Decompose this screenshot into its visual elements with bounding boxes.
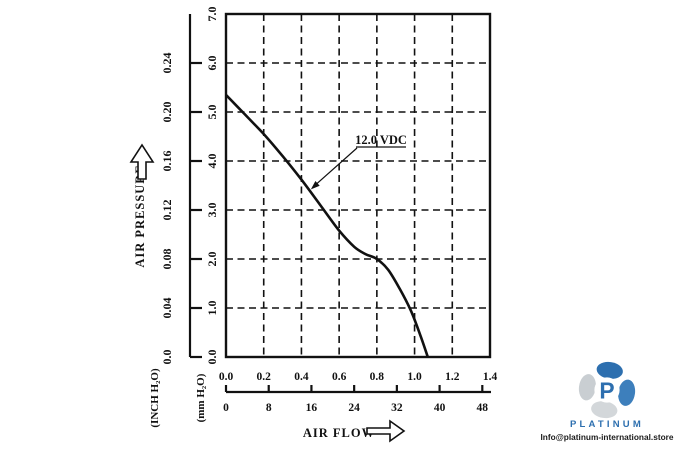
x-tick-label-row1: 0.6 — [332, 371, 347, 383]
y-tick-label-inch: 0.24 — [160, 53, 174, 74]
x-tick-label-row1: 0.4 — [294, 371, 309, 383]
brand-email: Info@platinum-international.store — [540, 432, 674, 442]
x-tick-label-row1: 0.2 — [257, 371, 272, 383]
y-tick-label-inch: 0.12 — [160, 200, 174, 221]
right-arrow-icon — [366, 419, 406, 443]
y-tick-label-inch: 0.20 — [160, 102, 174, 123]
x-tick-label-cfm: 40 — [434, 402, 446, 414]
curve-12vdc — [225, 93, 430, 358]
platinum-logo-block: P PLATINUM Info@platinum-international.s… — [533, 360, 675, 442]
y-tick-label-mm: 1.0 — [205, 301, 219, 316]
x-axis-title: AIR FLOW — [303, 426, 375, 440]
y-tick-label-mm: 3.0 — [205, 203, 219, 218]
x-tick-label-row1: 0.8 — [370, 371, 385, 383]
y-tick-label-mm: 0.0 — [205, 350, 219, 365]
gridlines — [226, 14, 490, 357]
y-tick-label-mm: 4.0 — [205, 154, 219, 169]
x-tick-label-cfm: 48 — [477, 402, 489, 414]
x-tick-label-cfm: 8 — [266, 402, 272, 414]
y-unit-mm-label: (mm H₂O) — [195, 373, 207, 422]
x-tick-label-cfm: 32 — [391, 402, 403, 414]
y-axis-inch — [188, 14, 202, 359]
annotation-arrowhead — [310, 181, 320, 190]
platinum-logo-icon: P — [578, 361, 636, 419]
x-axis-cfm — [224, 385, 491, 394]
y-tick-label-mm: 5.0 — [205, 105, 219, 120]
chart-generated-layer: 0.00.040.080.120.160.200.240.01.02.03.04… — [160, 7, 497, 415]
y-tick-label-inch: 0.0 — [160, 350, 174, 365]
y-tick-label-mm: 6.0 — [205, 56, 219, 71]
annotation-leader-line — [314, 147, 358, 186]
brand-name: PLATINUM — [570, 419, 644, 430]
y-tick-label-inch: 0.08 — [160, 249, 174, 270]
up-arrow-icon — [129, 143, 155, 180]
x-tick-label-row1: 1.4 — [483, 371, 498, 383]
x-tick-label-row1: 1.2 — [445, 371, 460, 383]
x-tick-label-cfm: 0 — [223, 402, 229, 414]
x-tick-label-row1: 1.0 — [407, 371, 422, 383]
y-tick-label-mm: 2.0 — [205, 252, 219, 267]
y-tick-label-mm: 7.0 — [205, 7, 219, 22]
y-unit-inch-label: (INCH H₂O) — [149, 368, 161, 428]
plot-border — [224, 12, 492, 359]
x-tick-label-cfm: 24 — [348, 402, 360, 414]
x-tick-label-row1: 0.0 — [219, 371, 234, 383]
y-axis-title: AIR PRESSURE — [133, 164, 147, 267]
y-tick-label-inch: 0.04 — [160, 298, 174, 319]
svg-text:P: P — [599, 377, 614, 403]
x-tick-label-cfm: 16 — [306, 402, 318, 414]
y-tick-label-inch: 0.16 — [160, 151, 174, 172]
annotation-voltage-label: 12.0 VDC — [355, 133, 407, 147]
